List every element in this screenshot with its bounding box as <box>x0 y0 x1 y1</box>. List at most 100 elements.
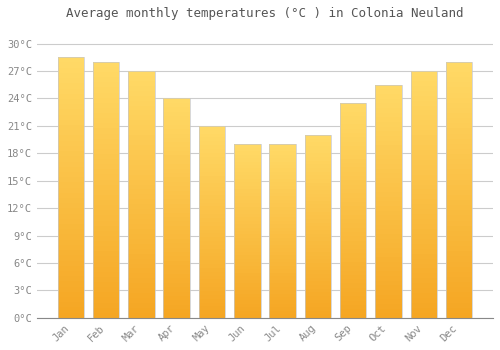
Bar <box>234 314 260 318</box>
Bar <box>410 259 437 264</box>
Bar <box>128 254 154 259</box>
Bar <box>164 287 190 292</box>
Bar <box>446 92 472 98</box>
Bar <box>234 203 260 207</box>
Bar <box>340 167 366 172</box>
Bar <box>198 203 225 206</box>
Bar <box>164 212 190 217</box>
Bar <box>410 106 437 111</box>
Bar <box>128 209 154 214</box>
Bar <box>446 118 472 123</box>
Bar <box>270 168 296 172</box>
Bar <box>58 266 84 271</box>
Bar <box>93 128 120 134</box>
Bar <box>270 144 296 318</box>
Bar <box>234 252 260 255</box>
Bar <box>410 120 437 125</box>
Bar <box>58 302 84 307</box>
Bar <box>198 141 225 145</box>
Bar <box>375 159 402 164</box>
Bar <box>128 81 154 86</box>
Bar <box>446 261 472 267</box>
Bar <box>340 210 366 215</box>
Bar <box>58 57 84 63</box>
Bar <box>270 172 296 175</box>
Bar <box>93 298 120 302</box>
Bar <box>198 126 225 318</box>
Bar <box>58 198 84 203</box>
Bar <box>304 241 331 245</box>
Bar <box>375 257 402 262</box>
Bar <box>198 168 225 172</box>
Bar <box>375 94 402 99</box>
Bar <box>304 310 331 314</box>
Bar <box>340 206 366 210</box>
Bar <box>446 231 472 236</box>
Bar <box>340 228 366 232</box>
Bar <box>164 208 190 212</box>
Bar <box>234 217 260 220</box>
Bar <box>340 197 366 202</box>
Bar <box>234 161 260 165</box>
Bar <box>410 111 437 116</box>
Bar <box>410 71 437 76</box>
Bar <box>128 224 154 229</box>
Bar <box>340 271 366 275</box>
Bar <box>410 195 437 200</box>
Bar <box>270 301 296 304</box>
Bar <box>304 230 331 234</box>
Bar <box>128 71 154 318</box>
Bar <box>198 138 225 141</box>
Bar <box>446 277 472 282</box>
Bar <box>446 205 472 210</box>
Bar <box>164 98 190 318</box>
Bar <box>304 150 331 153</box>
Bar <box>340 245 366 249</box>
Bar <box>446 134 472 139</box>
Bar <box>234 175 260 179</box>
Bar <box>304 270 331 274</box>
Bar <box>128 288 154 293</box>
Bar <box>375 206 402 211</box>
Bar <box>234 182 260 186</box>
Bar <box>410 130 437 135</box>
Bar <box>198 264 225 268</box>
Bar <box>93 241 120 246</box>
Bar <box>270 245 296 248</box>
Bar <box>58 135 84 141</box>
Bar <box>304 164 331 168</box>
Bar <box>198 180 225 183</box>
Bar <box>304 237 331 241</box>
Bar <box>304 289 331 292</box>
Bar <box>128 219 154 224</box>
Bar <box>410 116 437 120</box>
Bar <box>340 301 366 305</box>
Bar <box>375 187 402 192</box>
Bar <box>446 251 472 257</box>
Bar <box>58 203 84 208</box>
Bar <box>234 245 260 248</box>
Bar <box>304 197 331 201</box>
Bar <box>128 308 154 313</box>
Bar <box>375 248 402 253</box>
Bar <box>270 217 296 220</box>
Bar <box>198 241 225 245</box>
Bar <box>446 77 472 82</box>
Bar <box>340 189 366 193</box>
Bar <box>446 185 472 190</box>
Bar <box>340 103 366 107</box>
Bar <box>58 130 84 135</box>
Bar <box>446 98 472 103</box>
Bar <box>304 168 331 172</box>
Bar <box>198 279 225 283</box>
Bar <box>164 226 190 230</box>
Bar <box>446 216 472 220</box>
Bar <box>410 189 437 195</box>
Bar <box>58 307 84 313</box>
Bar <box>164 116 190 120</box>
Bar <box>410 288 437 293</box>
Bar <box>446 62 472 67</box>
Bar <box>93 216 120 220</box>
Bar <box>58 276 84 281</box>
Bar <box>234 144 260 148</box>
